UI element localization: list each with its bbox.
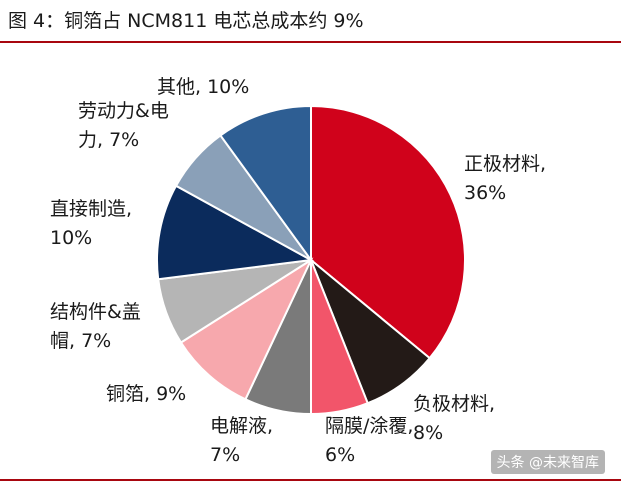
pie-slice (179, 257, 314, 401)
slice-label-line: 其他, 10% (157, 76, 249, 98)
chart-title: 图 4：铜箔占 NCM811 电芯总成本约 9% (8, 10, 364, 32)
pie-slices (155, 104, 466, 416)
slice-label: 劳动力&电力, 7% (78, 100, 169, 151)
slice-label-line: 36% (464, 182, 506, 204)
slice-label-line: 隔膜/涂覆, (325, 415, 413, 437)
pie-slice (310, 104, 466, 360)
slice-label: 负极材料, 8% (413, 393, 495, 444)
slice-label-line: 铜箔, 9% (106, 383, 186, 405)
slice-label: 铜箔, 9% (106, 383, 186, 405)
slice-label-line: 结构件&盖 (50, 301, 141, 323)
pie-slice (219, 104, 312, 264)
slice-label-line: 6% (325, 444, 355, 466)
slice-label: 直接制造, 10% (50, 198, 132, 249)
slice-label: 其他, 10% (157, 76, 249, 98)
slice-label: 结构件&盖帽, 7% (50, 301, 141, 352)
slice-label-line: 负极材料, (413, 393, 495, 415)
slice-label-line: 劳动力&电 (78, 100, 169, 122)
slice-label-line: 7% (210, 444, 240, 466)
slice-label-line: 正极材料, (464, 153, 546, 175)
slice-label-line: 直接制造, (50, 198, 132, 220)
slice-label-line: 力, 7% (78, 129, 139, 151)
watermark: 头条 @未来智库 (490, 450, 605, 474)
slice-label-line: 8% (413, 422, 443, 444)
slice-label: 隔膜/涂覆, 6% (325, 415, 413, 466)
slice-label-line: 10% (50, 227, 92, 249)
slice-label-line: 电解液, (210, 415, 273, 437)
pie-slice (155, 184, 315, 281)
title-divider (0, 41, 621, 43)
slice-label-line: 帽, 7% (50, 330, 111, 352)
bottom-divider (0, 479, 621, 481)
slice-label: 正极材料, 36% (464, 153, 546, 204)
slice-label: 电解液, 7% (210, 415, 273, 466)
pie-labels: 正极材料, 36% 负极材料, 8%隔膜/涂覆, 6% 电解液, 7% 铜箔, 9% 结构件&盖… (50, 76, 546, 466)
